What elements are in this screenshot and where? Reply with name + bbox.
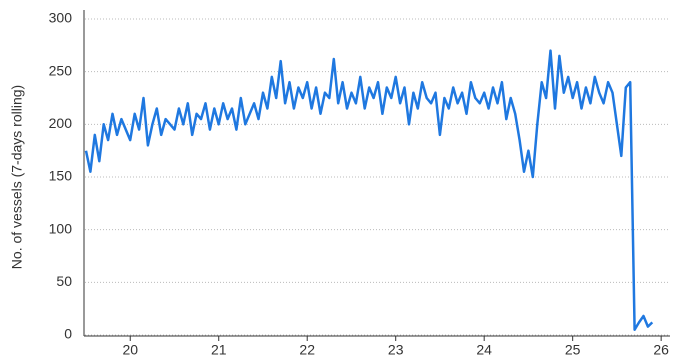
y-tick-label: 250: [49, 62, 73, 78]
y-tick-label: 150: [49, 168, 73, 184]
y-tick-label: 100: [49, 220, 73, 236]
data-line: [84, 49, 654, 331]
x-tick-label: 26: [653, 342, 669, 358]
x-tick-label: 20: [122, 342, 138, 358]
x-tick-label: 25: [565, 342, 581, 358]
x-tick-label: 22: [299, 342, 315, 358]
x-tick-label: 23: [388, 342, 404, 358]
y-tick-label: 300: [49, 10, 73, 26]
y-tick-label: 200: [49, 115, 73, 131]
y-axis-label: No. of vessels (7-days rolling): [9, 85, 25, 269]
x-tick-label: 21: [211, 342, 227, 358]
y-tick-label: 50: [56, 273, 72, 289]
x-tick-label: 24: [476, 342, 492, 358]
y-tick-label: 0: [64, 326, 72, 342]
